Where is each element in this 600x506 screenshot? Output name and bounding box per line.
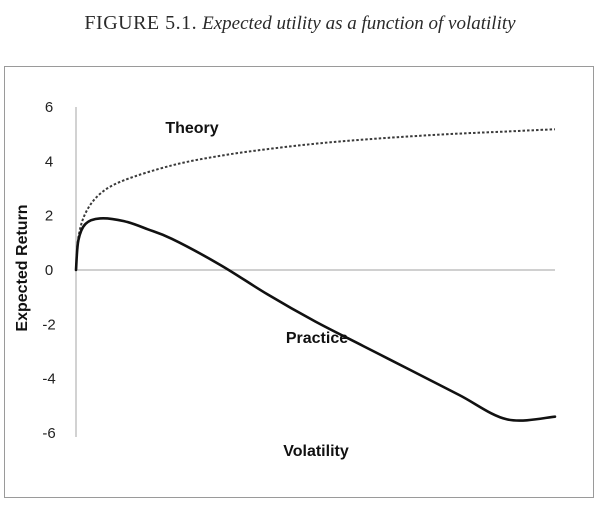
practice-series-label: Practice bbox=[286, 330, 348, 347]
y-tick-label: 2 bbox=[45, 208, 53, 225]
y-axis-title: Expected Return bbox=[14, 204, 31, 331]
figure-caption-text: Expected utility as a function of volati… bbox=[202, 13, 516, 34]
y-tick-label: 6 bbox=[45, 99, 53, 116]
practice-series-line bbox=[74, 216, 557, 422]
y-tick-label: 4 bbox=[45, 153, 53, 170]
y-tick-label: -2 bbox=[42, 316, 55, 333]
figure-caption: FIGURE 5.1. Expected utility as a functi… bbox=[0, 12, 600, 35]
figure-label: FIGURE 5.1. bbox=[84, 12, 198, 34]
x-axis-title: Volatility bbox=[283, 443, 349, 460]
y-tick-label: 0 bbox=[45, 262, 53, 279]
line-chart: 6 4 2 0 -2 -4 -6 Expected Return Volatility Theor… bbox=[14, 99, 557, 460]
theory-series-line bbox=[75, 128, 556, 271]
y-tick-label: -4 bbox=[42, 371, 55, 388]
chart-frame: 6 4 2 0 -2 -4 -6 Expected Return Volatility Theor… bbox=[4, 66, 594, 498]
theory-series-label: Theory bbox=[165, 120, 218, 137]
y-tick-label: -6 bbox=[42, 425, 55, 442]
